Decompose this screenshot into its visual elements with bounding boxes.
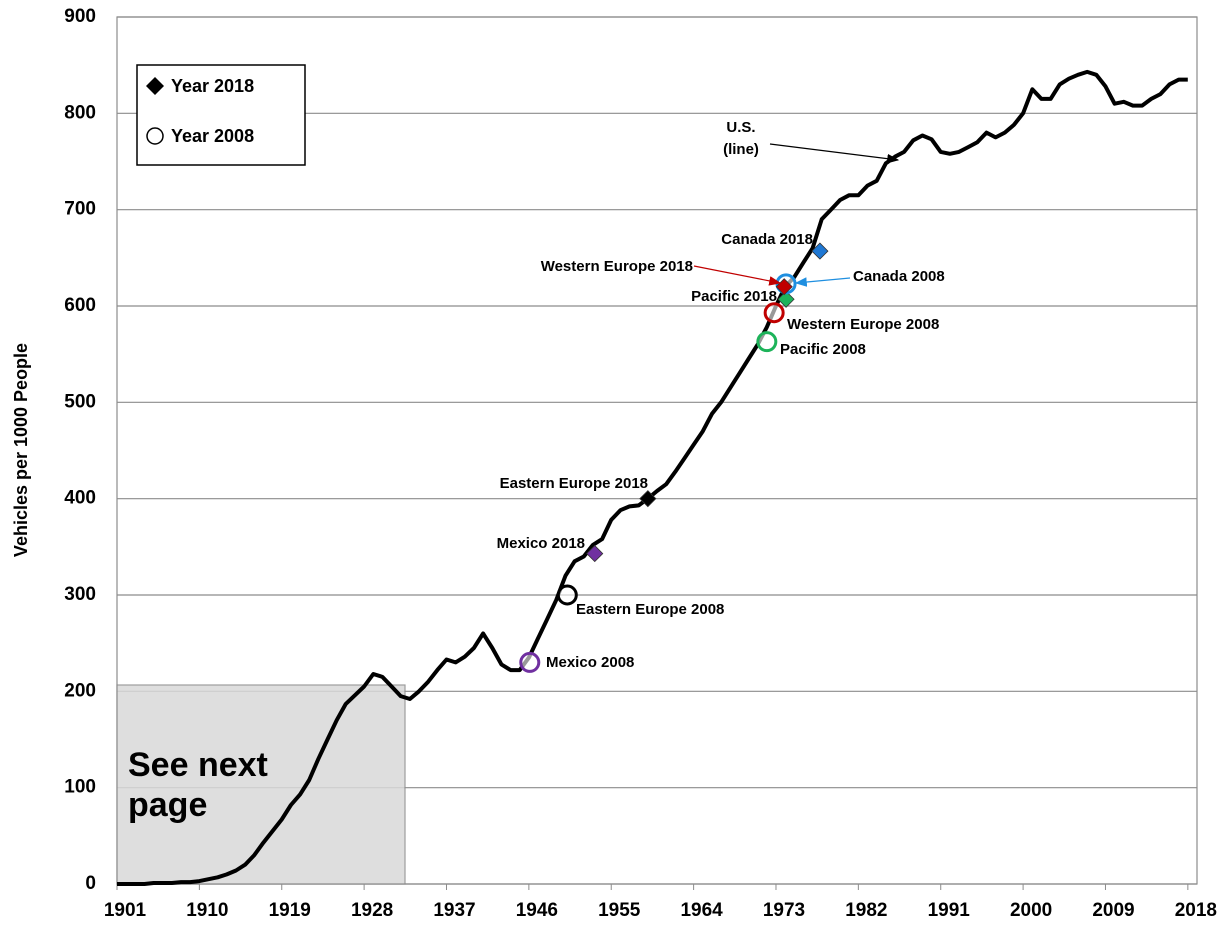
x-tick-label: 1955 [598, 900, 641, 921]
legend-circle [146, 127, 164, 145]
y-tick-label: 300 [64, 584, 96, 605]
y-tick-label: 400 [64, 488, 96, 509]
x-tick-label: 2000 [1010, 900, 1052, 921]
annotation-arrow [794, 277, 851, 287]
point-diamond [639, 490, 657, 508]
annotation-arrow [769, 143, 900, 164]
point-label: Eastern Europe 2018 [500, 475, 648, 492]
y-tick-label: 800 [64, 102, 96, 123]
point-label: Mexico 2008 [546, 654, 634, 671]
annotation: (line) [723, 141, 759, 158]
y-tick-label: 0 [85, 873, 96, 894]
point-diamond [586, 545, 604, 563]
point-diamond [811, 242, 829, 260]
point-label: Western Europe 2018 [541, 258, 693, 275]
point-label: Mexico 2018 [497, 535, 585, 552]
point-label: Pacific 2018 [691, 288, 777, 305]
legend-label: Year 2018 [171, 76, 254, 96]
point-diamond [777, 290, 795, 308]
legend-diamond [146, 77, 164, 95]
point-circle [763, 302, 785, 324]
shaded-region [116, 684, 406, 885]
point-circle [756, 331, 778, 353]
x-tick-label: 1973 [763, 900, 805, 921]
x-tick-label: 1928 [351, 900, 393, 921]
y-tick-label: 100 [64, 777, 96, 798]
x-tick-label: 1901 [104, 900, 147, 921]
y-tick-label: 200 [64, 680, 96, 701]
point-circle [519, 651, 541, 673]
y-tick-label: 600 [64, 295, 96, 316]
point-label: Eastern Europe 2008 [576, 601, 724, 618]
y-tick-label: 500 [64, 391, 96, 412]
x-tick-label: 1946 [516, 900, 558, 921]
x-tick-label: 1937 [433, 900, 475, 921]
x-tick-label: 1982 [845, 900, 887, 921]
legend-box [136, 64, 306, 166]
x-tick-label: 1991 [928, 900, 971, 921]
box-note: See next [128, 746, 268, 784]
x-tick-label: 2018 [1175, 900, 1217, 921]
point-label: Western Europe 2008 [787, 316, 939, 333]
x-tick-label: 1919 [269, 900, 311, 921]
y-tick-label: 700 [64, 199, 96, 220]
y-axis-label: Vehicles per 1000 People [11, 343, 31, 557]
legend-label: Year 2008 [171, 126, 254, 146]
point-label: Pacific 2008 [780, 341, 866, 358]
annotation: U.S. [726, 119, 755, 136]
box-note: page [128, 786, 207, 824]
point-label: Canada 2008 [853, 268, 945, 285]
annotation-arrow [693, 265, 782, 286]
plot-border [116, 16, 1198, 885]
x-tick-label: 2009 [1092, 900, 1134, 921]
x-tick-label: 1910 [186, 900, 228, 921]
point-label: Canada 2018 [721, 231, 813, 248]
x-tick-label: 1964 [680, 900, 723, 921]
point-circle [556, 584, 578, 606]
y-tick-label: 900 [64, 6, 96, 27]
